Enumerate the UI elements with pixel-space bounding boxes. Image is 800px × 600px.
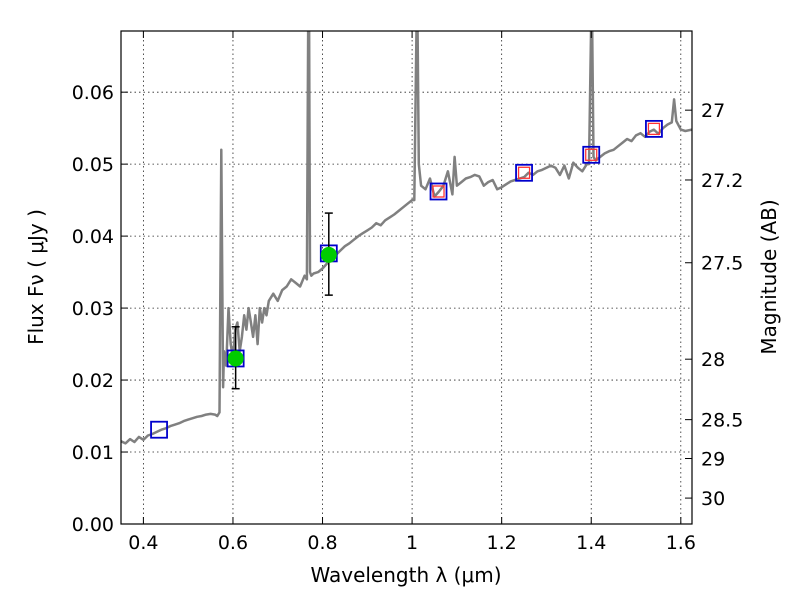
y-tick-label: 0.03 bbox=[72, 298, 114, 320]
x-tick-label: 1.4 bbox=[576, 532, 606, 554]
limit-marker bbox=[585, 148, 598, 161]
x-tick-label: 0.8 bbox=[307, 532, 337, 554]
y2-tick-label: 29 bbox=[701, 449, 725, 471]
y-axis-label: Flux Fν ( μJy ) bbox=[24, 209, 48, 345]
plot-area bbox=[121, 31, 692, 445]
y-tick-label: 0.00 bbox=[72, 514, 114, 536]
y2-tick-label: 27 bbox=[701, 100, 725, 122]
y2-axis-label: Magnitude (AB) bbox=[757, 199, 781, 354]
plot-frame bbox=[120, 30, 693, 525]
y-tick-label: 0.04 bbox=[72, 226, 114, 248]
limit-marker bbox=[517, 166, 531, 179]
model-photometry-marker bbox=[582, 145, 601, 164]
x-axis-label: Wavelength λ (μm) bbox=[310, 563, 501, 587]
axes-ticks: 0.4 0.6 0.8 1 1.2 1.4 1.6 0.00 0.01 0.02 0.03 0.04 0… bbox=[72, 31, 743, 554]
model-photometry-marker bbox=[515, 163, 533, 182]
y-tick-label: 0.01 bbox=[72, 442, 114, 464]
y2-tick-label: 27.2 bbox=[701, 170, 743, 192]
y2-tick-label: 30 bbox=[701, 488, 725, 510]
limit-marker bbox=[432, 185, 445, 198]
spectrum-line bbox=[121, 31, 692, 445]
x-tick-label: 0.6 bbox=[218, 532, 248, 554]
x-tick-label: 1 bbox=[406, 532, 418, 554]
observed-photometry-point bbox=[320, 246, 337, 263]
observed-photometry-point bbox=[227, 350, 244, 367]
y-tick-label: 0.06 bbox=[72, 82, 114, 104]
y2-tick-label: 28.5 bbox=[701, 410, 743, 432]
model-photometry-marker bbox=[150, 420, 168, 439]
x-tick-label: 1.2 bbox=[487, 532, 517, 554]
y-tick-label: 0.05 bbox=[72, 154, 114, 176]
model-photometry-marker bbox=[429, 182, 448, 201]
limit-marker bbox=[647, 122, 661, 136]
grid bbox=[121, 31, 692, 525]
y-tick-label: 0.02 bbox=[72, 370, 114, 392]
x-tick-label: 1.6 bbox=[666, 532, 696, 554]
y2-tick-label: 27.5 bbox=[701, 253, 743, 275]
y2-tick-label: 28 bbox=[701, 349, 725, 371]
x-tick-label: 0.4 bbox=[128, 532, 158, 554]
model-photometry-marker bbox=[645, 119, 663, 138]
